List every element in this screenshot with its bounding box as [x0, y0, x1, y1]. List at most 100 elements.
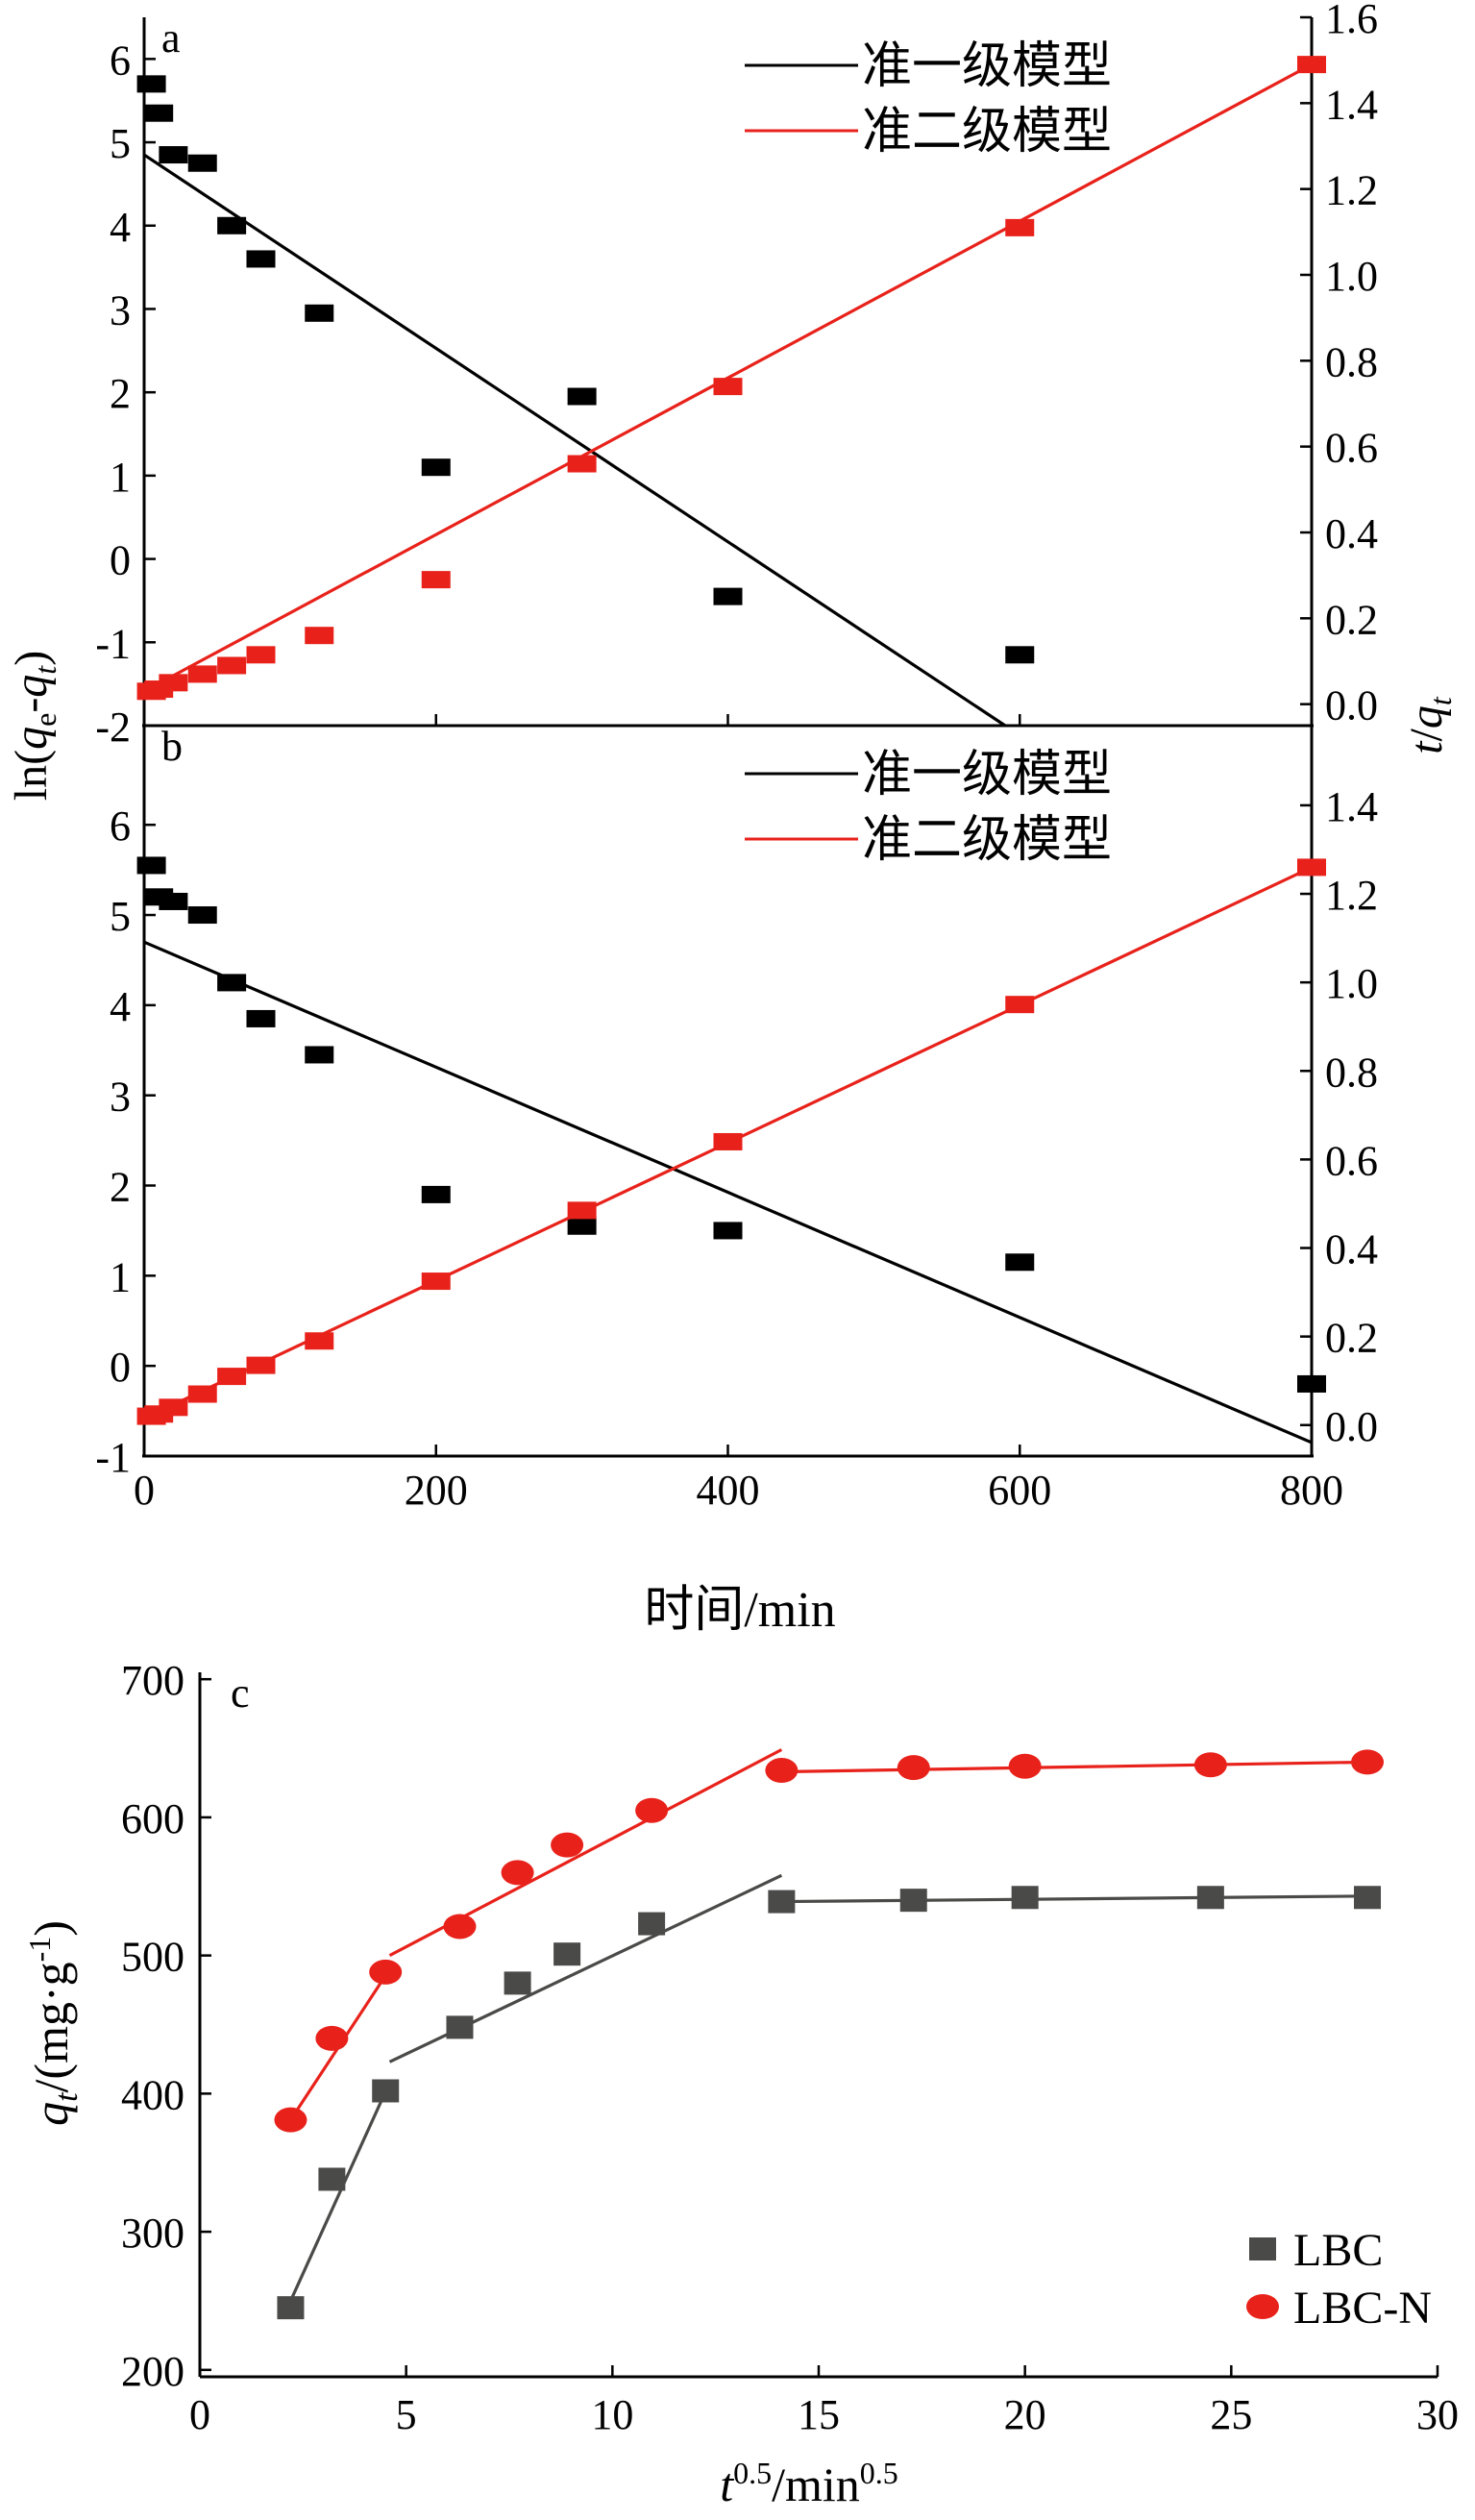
data-point: [567, 1201, 597, 1220]
data-point: [159, 1398, 188, 1417]
data-point: [187, 906, 217, 925]
data-point: [187, 154, 217, 172]
data-point: [1196, 1886, 1224, 1910]
y-left-tick-label: -2: [95, 704, 131, 751]
data-point: [713, 1132, 743, 1150]
data-point: [187, 1385, 217, 1403]
y-right-tick-label: 0.0: [1325, 1403, 1378, 1450]
data-point: [372, 2079, 400, 2103]
data-point: [1005, 1253, 1035, 1272]
data-point: [1005, 218, 1035, 236]
panel-label: b: [161, 723, 183, 770]
data-point: [369, 1959, 403, 1985]
data-point: [1011, 1886, 1039, 1910]
y-right-tick-label: 0.4: [1325, 1226, 1378, 1273]
x-axis-label: t0.5/min0.5: [720, 2456, 898, 2511]
x-tick-label: 400: [697, 1467, 760, 1514]
y-left-tick-label: -1: [95, 620, 131, 667]
x-tick-label: 600: [988, 1467, 1051, 1514]
data-point: [421, 1185, 451, 1203]
data-point: [567, 1217, 597, 1235]
x-tick-label: 20: [1004, 2391, 1046, 2438]
data-point: [1005, 996, 1035, 1014]
y-left-axis-label: ln(qe-qt): [6, 651, 62, 801]
data-point: [144, 104, 174, 122]
y-left-tick-label: 5: [110, 893, 131, 940]
y-tick-label: 700: [121, 1657, 184, 1704]
data-point: [446, 2015, 474, 2039]
x-tick-label: 0: [189, 2391, 210, 2438]
data-point: [305, 1332, 334, 1350]
data-point: [504, 1971, 531, 1995]
legend-label: LBC-N: [1293, 2283, 1432, 2334]
legend-label: 准一级模型: [862, 748, 1112, 803]
data-point: [553, 1942, 581, 1966]
y-tick-label: 600: [121, 1795, 184, 1842]
panel-label: c: [231, 1669, 250, 1717]
legend-swatch: [1249, 2237, 1276, 2261]
y-right-tick-label: 1.4: [1325, 783, 1378, 830]
data-point: [246, 646, 276, 664]
y-left-tick-label: 1: [110, 1253, 131, 1300]
data-point: [443, 1914, 477, 1939]
y-right-tick-label: 1.0: [1325, 253, 1378, 300]
fit-line: [143, 940, 1313, 1445]
y-left-tick-label: 6: [110, 37, 131, 84]
legend-label: LBC: [1293, 2225, 1383, 2276]
data-point: [217, 1368, 247, 1386]
data-point: [277, 2296, 305, 2320]
data-point: [217, 216, 247, 235]
data-point: [246, 1009, 276, 1027]
legend-label: 准一级模型: [862, 39, 1112, 94]
y-left-tick-label: 1: [110, 454, 131, 501]
data-point: [897, 1755, 930, 1781]
data-point: [713, 1222, 743, 1240]
y-tick-label: 500: [121, 1934, 184, 1981]
panel-c: 200 300 400 500 600 700 0 5 10 15 20 25 30 c LBC LBC-N q…: [22, 1657, 1459, 2511]
y-tick-label: 300: [121, 2210, 184, 2257]
x-tick-label: 30: [1416, 2391, 1459, 2438]
data-point: [638, 1912, 666, 1936]
x-tick-label: 25: [1210, 2391, 1252, 2438]
data-point: [159, 146, 188, 164]
y-axis-label: qt/(mg·g-1): [22, 1920, 85, 2126]
data-point: [635, 1797, 669, 1823]
data-point: [159, 892, 188, 910]
data-point: [1351, 1749, 1385, 1775]
y-tick-label: 200: [121, 2348, 184, 2395]
legend-swatch: [1246, 2294, 1279, 2319]
y-right-tick-label: 0.6: [1325, 425, 1378, 472]
x-tick-label: 200: [405, 1467, 468, 1514]
fit-line: [288, 2082, 391, 2302]
y-left-tick-label: 2: [110, 370, 131, 417]
fit-line: [781, 1894, 1368, 1904]
x-axis-label: 时间/min: [644, 1583, 835, 1638]
data-point: [567, 455, 597, 473]
y-left-tick-label: 2: [110, 1164, 131, 1211]
y-right-tick-label: 0.4: [1325, 510, 1378, 557]
data-point: [246, 250, 276, 268]
x-tick-label: 5: [396, 2391, 417, 2438]
data-point: [899, 1889, 927, 1913]
x-tick-label: 800: [1280, 1467, 1343, 1514]
y-left-tick-label: 5: [110, 120, 131, 167]
y-right-tick-label: 1.4: [1325, 81, 1378, 128]
y-right-tick-label: 0.8: [1325, 1049, 1378, 1096]
fit-line: [781, 1760, 1368, 1774]
data-point: [421, 571, 451, 589]
data-point: [217, 656, 247, 675]
data-point: [217, 974, 247, 992]
data-point: [136, 75, 166, 93]
x-tick-label: 15: [798, 2391, 840, 2438]
y-right-tick-label: 0.2: [1325, 1315, 1378, 1362]
data-point: [187, 665, 217, 683]
data-point: [421, 1272, 451, 1291]
data-point: [551, 1832, 584, 1858]
y-left-tick-label: 4: [110, 983, 131, 1030]
y-right-tick-label: 1.2: [1325, 872, 1378, 919]
y-left-tick-label: 3: [110, 1074, 131, 1121]
data-point: [315, 2025, 349, 2051]
y-right-tick-label: 0.6: [1325, 1137, 1378, 1184]
y-right-tick-label: 1.0: [1325, 960, 1378, 1007]
